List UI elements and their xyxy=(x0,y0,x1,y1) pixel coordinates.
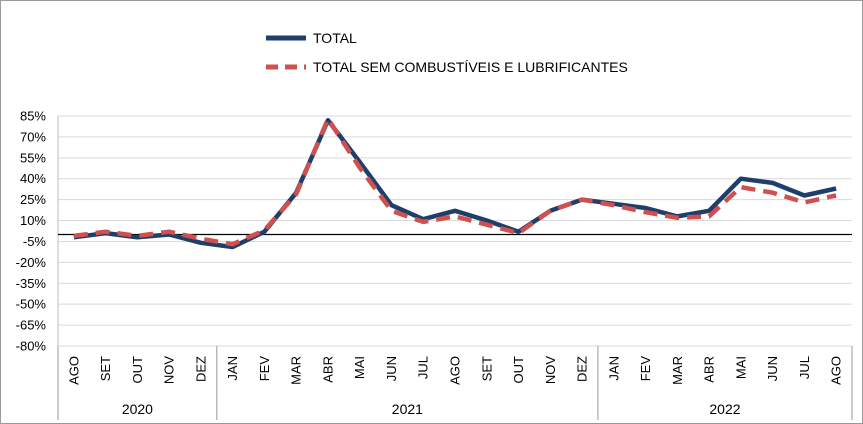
y-tick-label: -5% xyxy=(23,234,47,249)
y-tick-label: -20% xyxy=(16,255,47,270)
y-tick-label: 55% xyxy=(20,150,46,165)
y-tick-label: -50% xyxy=(16,297,47,312)
x-tick-label: MAI xyxy=(733,356,748,379)
gridlines xyxy=(57,115,852,347)
y-tick-label: -65% xyxy=(16,318,47,333)
y-tick-label: -80% xyxy=(16,339,47,354)
x-tick-label: JUL xyxy=(797,356,812,379)
x-tick-label: DEZ xyxy=(193,356,208,382)
x-tick-label: NOV xyxy=(543,356,558,385)
x-tick-label: ABR xyxy=(702,356,717,383)
x-tick-label: NOV xyxy=(162,356,177,385)
legend-label-total-sem-combustiveis: TOTAL SEM COMBUSTÍVEIS E LUBRIFICANTES xyxy=(313,59,628,75)
x-tick-label: JAN xyxy=(225,356,240,381)
y-tick-label: 40% xyxy=(20,171,46,186)
x-tick-label: DEZ xyxy=(575,356,590,382)
x-tick-label: OUT xyxy=(130,356,145,384)
x-tick-label: MAI xyxy=(352,356,367,379)
x-tick-label: AGO xyxy=(66,356,81,385)
series-line-total xyxy=(73,117,837,250)
x-tick-label: ABR xyxy=(320,356,335,383)
x-tick-label: MAR xyxy=(289,356,304,385)
x-tick-label: OUT xyxy=(511,356,526,384)
year-label: 2020 xyxy=(122,401,153,417)
legend-label-total: TOTAL xyxy=(313,30,357,46)
year-label: 2022 xyxy=(709,401,740,417)
series-line-total-sem-combustiveis xyxy=(73,116,837,247)
x-tick-label: SET xyxy=(98,356,113,381)
y-tick-label: 10% xyxy=(20,213,46,228)
x-tick-label: AGO xyxy=(829,356,844,385)
y-tick-label: 85% xyxy=(20,109,46,124)
x-tick-label: SET xyxy=(479,356,494,381)
x-tick-label: MAR xyxy=(670,356,685,385)
x-tick-label: FEV xyxy=(257,356,272,382)
y-tick-label: 25% xyxy=(20,192,46,207)
x-tick-label: JUN xyxy=(384,356,399,381)
legend: TOTAL TOTAL SEM COMBUSTÍVEIS E LUBRIFICA… xyxy=(266,30,628,75)
x-tick-label: AGO xyxy=(448,356,463,385)
x-tick-label: JAN xyxy=(606,356,621,381)
y-tick-label: -35% xyxy=(16,276,47,291)
series-lines xyxy=(73,116,837,250)
x-tick-label: JUL xyxy=(416,356,431,379)
year-label: 2021 xyxy=(392,401,423,417)
x-tick-label: JUN xyxy=(765,356,780,381)
x-axis: AGO SET OUT NOV DEZ JAN FEV MAR ABR MAI JUN JUL AGO S… xyxy=(57,346,853,420)
x-tick-label: FEV xyxy=(638,356,653,382)
y-tick-label: 70% xyxy=(20,129,46,144)
y-axis-tick-labels: 85% 70% 55% 40% 25% 10% -5% -20% -35% -50% -65% -80… xyxy=(16,109,47,354)
